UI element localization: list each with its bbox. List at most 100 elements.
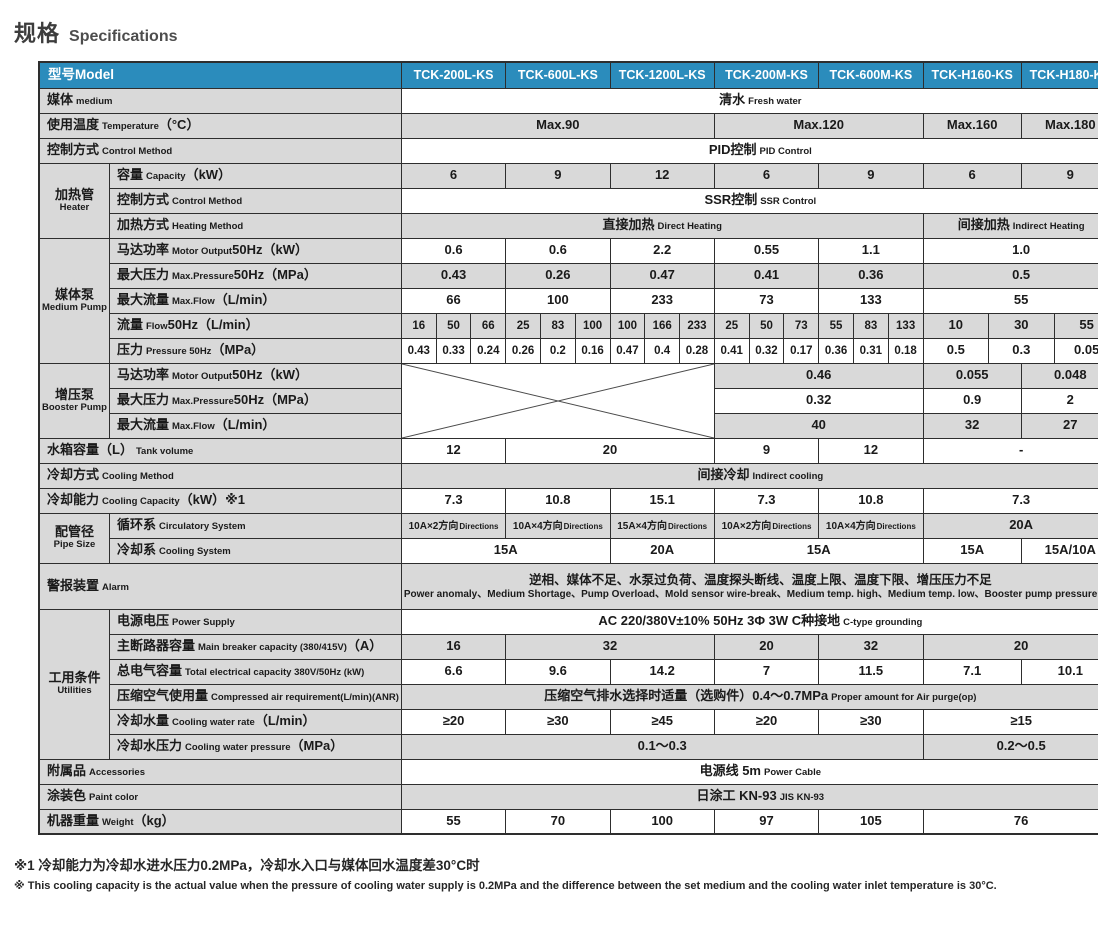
cell-main-breaker-capacity-2: 20 bbox=[713, 633, 820, 660]
cell-weight-5: 76 bbox=[922, 808, 1098, 835]
cell-pump-pressure-11: 0.17 bbox=[783, 337, 820, 364]
row-pump-flow: 流量 Flow50Hz（L/min） 16 50 66 25 83 100 100 166 233 2… bbox=[39, 312, 1098, 339]
cell-temperature-0: Max.90 bbox=[400, 112, 715, 139]
cell-heater-capacity-2: 12 bbox=[609, 162, 715, 189]
cell-pump-max-pressure-0: 0.43 bbox=[400, 262, 507, 289]
label-cooling-system: 冷却系 Cooling System bbox=[108, 537, 402, 564]
cell-pump-pressure-6: 0.47 bbox=[609, 337, 646, 364]
cell-tank-volume-3: 12 bbox=[818, 437, 924, 464]
cell-pump-motor-output-3: 0.55 bbox=[713, 237, 820, 264]
cell-tank-volume-0: 12 bbox=[400, 437, 507, 464]
label-heating-method: 加热方式 Heating Method bbox=[108, 212, 402, 239]
specifications-table: 型号Model TCK-200L-KS TCK-600L-KS TCK-1200L-K… bbox=[38, 61, 1098, 835]
model-column-tck-600l-ks: TCK-600L-KS bbox=[505, 61, 611, 89]
cell-pump-max-flow-5: 55 bbox=[922, 287, 1098, 314]
cell-pump-max-flow-0: 66 bbox=[400, 287, 507, 314]
label-pump-max-pressure: 最大压力 Max.Pressure50Hz（MPa） bbox=[108, 262, 402, 289]
cell-cooling-water-pressure-0: 0.1～0.3 bbox=[400, 733, 924, 760]
cell-temperature-2: Max.160 bbox=[922, 112, 1022, 139]
model-column-tck-200l-ks: TCK-200L-KS bbox=[400, 61, 507, 89]
cell-circulatory-system-5: 20A bbox=[922, 512, 1098, 539]
row-cooling-water-pressure: 冷却水压力 Cooling water pressure（MPa） 0.1～0.3 0… bbox=[39, 733, 1098, 760]
cell-pump-max-flow-3: 73 bbox=[713, 287, 820, 314]
cell-pump-pressure-13: 0.31 bbox=[852, 337, 889, 364]
cell-booster-max-flow-0: 40 bbox=[713, 412, 924, 439]
cell-weight-2: 100 bbox=[609, 808, 715, 835]
row-main-breaker-capacity: 主断路器容量 Main breaker capacity (380/415V)（A… bbox=[39, 633, 1098, 660]
cell-cooling-capacity-3: 7.3 bbox=[713, 487, 820, 514]
cell-cooling-system-3: 15A bbox=[922, 537, 1022, 564]
cell-booster-max-flow-1: 32 bbox=[922, 412, 1022, 439]
cell-pump-motor-output-5: 1.0 bbox=[922, 237, 1098, 264]
cell-pump-pressure-1: 0.33 bbox=[435, 337, 472, 364]
cell-pump-motor-output-2: 2.2 bbox=[609, 237, 715, 264]
cell-control-method-0: PID控制 PID Control bbox=[400, 137, 1098, 164]
row-alarm: 警报装置 Alarm 逆相、媒体不足、水泵过负荷、温度探头断线、温度上限、温度下限、… bbox=[38, 562, 1098, 610]
row-tank-volume: 水箱容量（L） Tank volume 12 20 9 12- bbox=[38, 437, 1098, 464]
label-cooling-water-rate: 冷却水量 Cooling water rate（L/min） bbox=[108, 708, 402, 735]
cell-power-supply-0: AC 220/380V±10% 50Hz 3Φ 3W C种接地 C-type gr… bbox=[400, 608, 1098, 635]
label-power-supply: 电源电压 Power Supply bbox=[108, 608, 402, 635]
label-control-method: 控制方式 Control Method bbox=[38, 137, 402, 164]
cell-pump-motor-output-4: 1.1 bbox=[818, 237, 924, 264]
cell-pump-max-flow-2: 233 bbox=[609, 287, 715, 314]
cell-pump-pressure-2: 0.24 bbox=[470, 337, 507, 364]
cell-heating-method-1: 间接加热 Indirect Heating bbox=[922, 212, 1098, 239]
model-column-tck-600m-ks: TCK-600M-KS bbox=[818, 61, 924, 89]
cell-heater-capacity-6: 9 bbox=[1020, 162, 1098, 189]
cell-pump-pressure-4: 0.2 bbox=[540, 337, 576, 364]
cell-pump-pressure-7: 0.4 bbox=[644, 337, 681, 364]
label-weight: 机器重量 Weight（kg） bbox=[38, 808, 402, 835]
footnote-en: ※ This cooling capacity is the actual va… bbox=[14, 880, 997, 892]
cell-alarm-0: 逆相、媒体不足、水泵过负荷、温度探头断线、温度上限、温度下限、增压压力不足 Pow… bbox=[400, 562, 1098, 610]
cell-booster-motor-output-0 bbox=[400, 362, 715, 439]
cell-main-breaker-capacity-4: 20 bbox=[922, 633, 1098, 660]
cell-cooling-water-pressure-1: 0.2～0.5 bbox=[922, 733, 1098, 760]
cell-pump-pressure-12: 0.36 bbox=[818, 337, 854, 364]
cell-cooling-capacity-4: 10.8 bbox=[818, 487, 924, 514]
cell-cooling-water-rate-3: ≥20 bbox=[713, 708, 820, 735]
row-cooling-system: 冷却系 Cooling System 15A 20A 15A 15A 15A/10A bbox=[39, 537, 1098, 564]
row-heating-method: 加热方式 Heating Method 直接加热 Direct Heating 间接加热… bbox=[39, 212, 1098, 239]
cell-booster-max-pressure-0: 0.32 bbox=[713, 387, 924, 414]
row-temperature: 使用温度 Temperature（°C） Max.90 Max.120 Max.160 M… bbox=[38, 112, 1098, 139]
cell-weight-0: 55 bbox=[400, 808, 507, 835]
label-cooling-method: 冷却方式 Cooling Method bbox=[38, 462, 402, 489]
cell-pump-flow-12: 55 bbox=[818, 312, 854, 339]
cell-pump-pressure-14: 0.18 bbox=[887, 337, 924, 364]
cell-heater-capacity-5: 6 bbox=[922, 162, 1022, 189]
label-booster-motor-output: 马达功率 Motor Output50Hz（kW） bbox=[108, 362, 402, 389]
cell-main-breaker-capacity-0: 16 bbox=[400, 633, 507, 660]
cell-pump-flow-2: 66 bbox=[470, 312, 507, 339]
row-control-method: 控制方式 Control Method PID控制 PID Control bbox=[38, 137, 1098, 164]
cell-heater-capacity-3: 6 bbox=[713, 162, 820, 189]
cell-cooling-water-rate-1: ≥30 bbox=[505, 708, 611, 735]
cell-pump-max-flow-4: 133 bbox=[818, 287, 924, 314]
group-label-power-supply: 工用条件 Utilities bbox=[38, 608, 110, 760]
cell-heating-method-0: 直接加热 Direct Heating bbox=[400, 212, 924, 239]
cell-pump-flow-15: 10 bbox=[922, 312, 990, 339]
label-compressed-air: 压缩空气使用量 Compressed air requirement(L/min)… bbox=[108, 683, 402, 710]
cell-pump-pressure-10: 0.32 bbox=[748, 337, 785, 364]
cell-medium-0: 清水 Fresh water bbox=[400, 87, 1098, 114]
cell-pump-pressure-15: 0.5 bbox=[922, 337, 990, 364]
cell-temperature-1: Max.120 bbox=[713, 112, 924, 139]
cell-pump-flow-8: 233 bbox=[679, 312, 715, 339]
group-label-heater-capacity: 加热管 Heater bbox=[38, 162, 110, 239]
cell-cooling-capacity-0: 7.3 bbox=[400, 487, 507, 514]
cell-pump-flow-13: 83 bbox=[852, 312, 889, 339]
group-label-circulatory-system: 配管径 Pipe Size bbox=[38, 512, 110, 564]
label-medium: 媒体 medium bbox=[38, 87, 402, 114]
cell-pump-flow-0: 16 bbox=[400, 312, 437, 339]
cell-accessories-0: 电源线 5m Power Cable bbox=[400, 758, 1098, 785]
cell-tank-volume-4: - bbox=[922, 437, 1098, 464]
cell-cooling-system-4: 15A/10A bbox=[1020, 537, 1098, 564]
row-paint-color: 涂装色 Paint color 日涂工 KN-93 JIS KN-93 bbox=[38, 783, 1098, 810]
not-applicable-cross-icon bbox=[402, 364, 714, 438]
cell-weight-4: 105 bbox=[818, 808, 924, 835]
cell-pump-flow-10: 50 bbox=[748, 312, 785, 339]
cell-pump-pressure-8: 0.28 bbox=[679, 337, 715, 364]
cell-heater-control-0: SSR控制 SSR Control bbox=[400, 187, 1098, 214]
cell-circulatory-system-4: 10A×4方向Directions bbox=[818, 512, 924, 539]
cell-pump-pressure-17: 0.05 bbox=[1053, 337, 1098, 364]
